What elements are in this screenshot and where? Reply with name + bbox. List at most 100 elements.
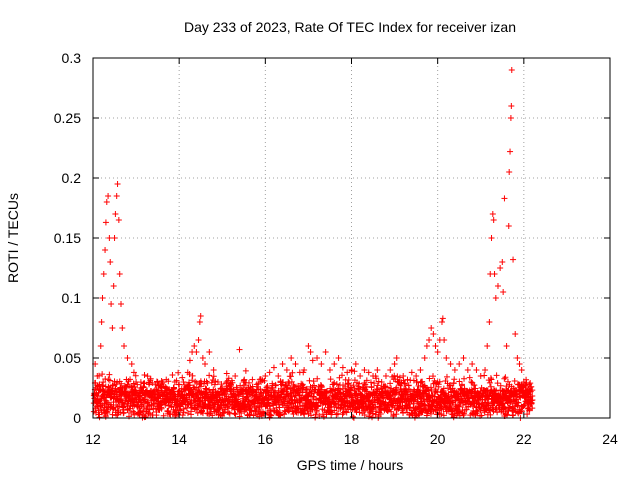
data-point	[507, 115, 514, 121]
data-point	[275, 373, 282, 379]
chart-title: Day 233 of 2023, Rate Of TEC Index for r…	[184, 19, 516, 35]
data-point	[352, 361, 359, 367]
data-point	[199, 355, 206, 361]
data-point	[180, 379, 187, 385]
data-point	[447, 361, 454, 367]
data-point	[508, 67, 515, 73]
data-point	[262, 373, 269, 379]
data-point	[434, 349, 441, 355]
data-point	[469, 361, 476, 367]
x-tick-label: 14	[171, 431, 187, 447]
data-point	[146, 381, 153, 388]
data-point	[387, 367, 394, 373]
data-point	[393, 355, 400, 361]
y-tick-label: 0.2	[62, 170, 82, 186]
data-point	[477, 373, 484, 379]
x-tick-labels: 12 14 16 18 20 22 24	[85, 431, 618, 447]
data-point	[486, 319, 493, 325]
data-point	[438, 319, 445, 325]
density-band-marks	[90, 367, 536, 421]
data-point	[439, 315, 446, 322]
data-point	[413, 373, 420, 379]
data-point	[97, 343, 104, 349]
data-point	[106, 235, 113, 241]
data-point	[503, 343, 510, 349]
data-point	[518, 367, 525, 373]
data-point	[357, 373, 364, 379]
x-tick-label: 16	[258, 431, 274, 447]
data-point	[195, 337, 202, 343]
data-point	[98, 319, 105, 325]
data-point	[460, 355, 467, 361]
data-point	[116, 271, 123, 277]
axis-ticks	[92, 57, 611, 419]
data-point	[382, 373, 389, 379]
data-point	[344, 369, 351, 376]
data-points	[92, 67, 536, 403]
data-point	[191, 343, 198, 349]
data-point	[103, 199, 110, 205]
data-point	[529, 397, 536, 403]
data-point	[318, 361, 325, 367]
data-point	[197, 313, 204, 319]
data-point	[335, 355, 342, 361]
data-point	[196, 319, 203, 325]
data-point	[137, 385, 144, 391]
data-point	[314, 355, 321, 361]
y-tick-label: 0.3	[62, 50, 82, 66]
x-tick-label: 20	[430, 431, 446, 447]
data-point	[258, 379, 265, 385]
data-point	[186, 357, 193, 364]
data-point	[505, 223, 512, 229]
data-point	[489, 211, 496, 217]
data-point	[296, 369, 303, 376]
data-point	[102, 247, 109, 253]
data-point	[490, 217, 497, 223]
data-point	[378, 379, 385, 385]
data-point	[456, 361, 463, 367]
x-tick-label: 22	[516, 431, 532, 447]
data-point	[428, 325, 435, 331]
data-point	[118, 301, 125, 307]
data-point	[113, 193, 120, 199]
data-point	[339, 364, 346, 371]
data-point	[223, 379, 230, 385]
data-point	[107, 259, 114, 265]
data-point	[400, 373, 407, 379]
data-point	[210, 367, 217, 373]
data-point	[100, 271, 107, 277]
data-point	[240, 379, 247, 385]
data-point	[365, 369, 372, 376]
data-point	[370, 373, 377, 379]
data-point	[361, 367, 368, 373]
data-point	[441, 337, 448, 343]
data-point	[305, 343, 312, 349]
data-point	[232, 373, 239, 379]
data-point	[301, 367, 308, 373]
data-point	[288, 355, 295, 361]
data-point	[506, 169, 513, 175]
data-point	[206, 349, 213, 355]
data-point	[309, 357, 316, 364]
data-point	[484, 343, 491, 349]
data-point	[171, 379, 178, 385]
data-point	[253, 381, 260, 388]
data-point	[102, 219, 109, 226]
data-point	[121, 343, 128, 349]
data-point	[96, 381, 103, 388]
data-point	[150, 388, 157, 395]
data-point	[374, 367, 381, 373]
data-point	[133, 379, 140, 385]
data-point	[482, 367, 489, 373]
data-point	[163, 376, 170, 383]
data-point	[426, 337, 433, 343]
data-point	[124, 355, 131, 361]
data-point	[184, 369, 191, 376]
data-point	[214, 379, 221, 385]
data-point	[292, 361, 299, 367]
data-point	[443, 355, 450, 361]
data-point	[158, 385, 165, 391]
data-point	[516, 361, 523, 367]
data-point	[227, 381, 234, 388]
